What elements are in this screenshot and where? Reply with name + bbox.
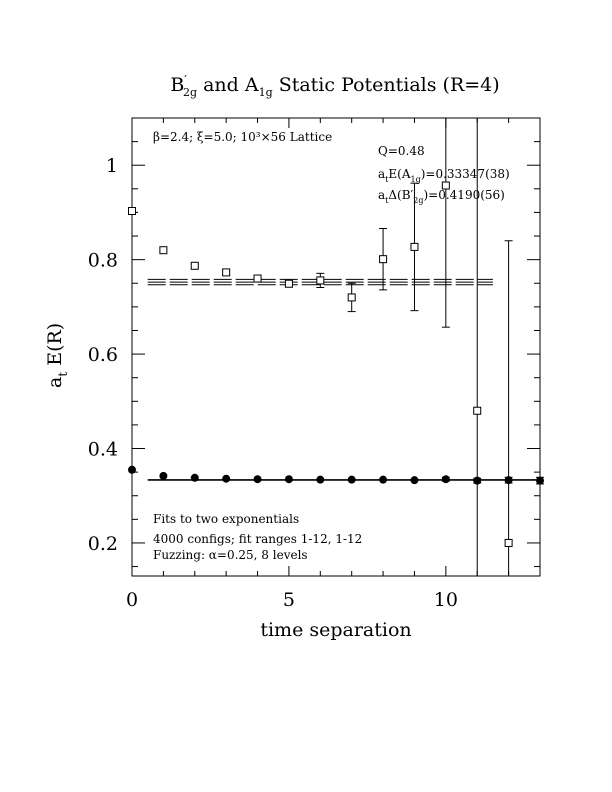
x-tick-label: 0 — [126, 589, 138, 611]
fits-annotation-line3: Fuzzing: α=0.25, 8 levels — [153, 548, 308, 562]
data-point — [128, 465, 136, 474]
data-point — [159, 471, 168, 480]
series-b2g — [128, 118, 513, 576]
y-tick-label: 0.2 — [88, 533, 118, 555]
data-point — [347, 475, 356, 484]
data-point — [159, 246, 168, 255]
y-tick-label: 0.4 — [88, 439, 118, 461]
data-point — [379, 475, 388, 484]
plot-frame — [131, 117, 541, 577]
y-tick-label: 0.6 — [88, 344, 118, 366]
fit-lines — [147, 278, 537, 481]
y-tick-label: 1 — [106, 155, 118, 177]
fits-annotation-line2: 4000 configs; fit ranges 1-12, 1-12 — [153, 532, 362, 546]
data-point — [410, 476, 419, 485]
axis-ticks — [131, 117, 541, 576]
data-point — [222, 474, 231, 483]
data-point — [190, 261, 199, 270]
data-point — [379, 255, 388, 264]
chart-title: B′ 2g and A1g Static Potentials (R=4) — [170, 73, 499, 99]
data-point — [222, 268, 231, 277]
data-point — [473, 406, 482, 415]
data-point — [316, 276, 325, 285]
delta-annotation: atΔ(B′2g)=0.4190(56) — [378, 188, 505, 205]
data-point — [128, 207, 136, 216]
data-point — [347, 293, 356, 302]
y-tick-label: 0.8 — [88, 250, 118, 272]
y-axis-label: at E(R) — [44, 323, 70, 388]
series-a1g — [128, 465, 544, 485]
q-annotation: Q=0.48 — [378, 144, 425, 158]
data-point — [441, 475, 450, 484]
lattice-annotation: β=2.4; ξ=5.0; 10³×56 Lattice — [153, 130, 332, 144]
data-point — [284, 279, 293, 288]
x-tick-label: 10 — [434, 589, 458, 611]
data-point — [536, 476, 544, 485]
x-tick-labels: 0 5 10 — [126, 589, 458, 611]
data-point — [441, 181, 450, 190]
data-point — [253, 475, 262, 484]
energy-annotation: atE(A1g)=0.33347(38) — [378, 167, 510, 184]
x-axis-label: time separation — [260, 619, 411, 641]
y-tick-labels: 0.2 0.4 0.6 0.8 1 — [88, 155, 118, 555]
fits-annotation-line1: Fits to two exponentials — [153, 512, 299, 526]
data-point — [316, 475, 325, 484]
data-point — [190, 473, 199, 482]
data-point — [253, 274, 262, 283]
data-point — [410, 242, 419, 251]
x-tick-label: 5 — [283, 589, 295, 611]
data-point — [504, 538, 513, 547]
data-point — [284, 475, 293, 484]
